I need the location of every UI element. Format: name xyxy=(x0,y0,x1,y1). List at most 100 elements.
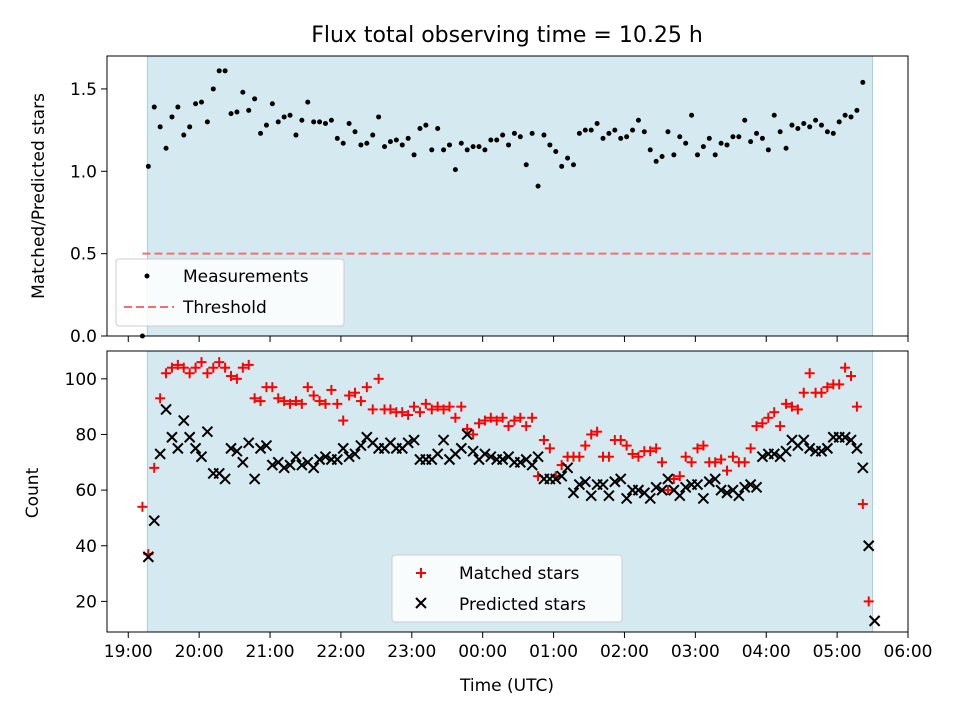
measurement-point xyxy=(494,137,500,143)
measurement-point xyxy=(193,101,199,107)
x-tick-label: 06:00 xyxy=(884,642,933,662)
predicted-star-point xyxy=(674,489,686,502)
predicted-star-point xyxy=(437,434,450,446)
measurement-point xyxy=(759,135,765,141)
predicted-star-point xyxy=(721,487,733,499)
matched-star-point xyxy=(314,396,325,407)
measurement-point xyxy=(813,117,819,123)
matched-star-point xyxy=(344,390,355,401)
measurement-point xyxy=(618,135,624,141)
measurement-point xyxy=(783,145,789,151)
bottom-legend-box xyxy=(391,554,623,623)
matched-star-point xyxy=(397,407,408,418)
legend-label-predicted: Predicted stars xyxy=(459,595,586,615)
predicted-star-point xyxy=(868,615,881,627)
predicted-star-point xyxy=(703,476,716,488)
measurement-point xyxy=(506,142,512,148)
measurement-point xyxy=(210,86,216,92)
matched-star-point xyxy=(804,368,815,379)
matched-star-point xyxy=(645,446,656,457)
matched-star-point xyxy=(361,382,372,393)
y-tick-label: 60 xyxy=(75,481,97,501)
measurement-point xyxy=(382,144,388,150)
predicted-star-point xyxy=(750,481,763,494)
matched-star-point xyxy=(355,396,366,407)
matched-star-point xyxy=(450,412,461,423)
measurement-point xyxy=(482,147,488,153)
predicted-star-point xyxy=(260,439,273,452)
predicted-star-point xyxy=(863,540,875,552)
matched-star-point xyxy=(350,387,361,398)
measurement-point xyxy=(204,119,210,125)
matched-star-point xyxy=(220,362,231,373)
predicted-star-point xyxy=(620,492,633,505)
x-tick-label: 05:00 xyxy=(813,642,862,662)
y-tick-label: 1.5 xyxy=(70,80,97,100)
measurement-point xyxy=(322,121,328,127)
predicted-star-point xyxy=(662,473,674,485)
predicted-star-point xyxy=(296,459,308,471)
matched-star-point xyxy=(846,371,857,382)
measurement-point xyxy=(500,132,506,138)
predicted-star-point xyxy=(219,473,231,485)
measurement-point xyxy=(234,109,240,115)
predicted-star-point xyxy=(313,453,326,466)
y-tick-label: 40 xyxy=(75,537,97,557)
predicted-star-point xyxy=(467,445,479,457)
measurement-point xyxy=(535,183,541,189)
matched-star-point xyxy=(403,409,414,420)
measurement-point xyxy=(724,142,730,148)
predicted-star-point xyxy=(431,448,444,460)
predicted-star-point xyxy=(845,434,857,446)
matched-star-point xyxy=(161,368,172,379)
matched-star-point xyxy=(190,362,201,373)
measurement-point xyxy=(547,142,553,148)
predicted-star-point xyxy=(597,478,609,491)
matched-star-point xyxy=(763,412,774,423)
bottom-legend: Matched stars Predicted stars xyxy=(391,554,623,623)
predicted-star-point xyxy=(248,473,261,485)
matched-star-point xyxy=(574,451,585,462)
matched-star-point xyxy=(385,404,396,415)
predicted-star-point xyxy=(195,451,208,463)
top-y-axis-label: Matched/Predicted stars xyxy=(29,93,49,299)
y-tick-label: 0.5 xyxy=(70,245,97,265)
measurement-point xyxy=(730,134,736,140)
y-tick-label: 0.0 xyxy=(70,327,97,347)
measurement-point xyxy=(163,145,169,151)
measurement-point xyxy=(641,129,647,135)
measurement-point xyxy=(553,149,559,155)
y-tick-label: 1.0 xyxy=(70,162,97,182)
top-legend: Measurements Threshold xyxy=(115,258,345,327)
measurement-point xyxy=(346,121,352,127)
measurement-point xyxy=(582,127,588,133)
measurement-point xyxy=(370,132,376,138)
measurement-point xyxy=(281,114,287,120)
matched-star-point xyxy=(798,387,809,398)
predicted-star-point xyxy=(780,445,792,457)
measurement-point xyxy=(807,124,813,130)
measurement-point xyxy=(340,140,346,146)
measurement-point xyxy=(665,129,671,135)
legend-marker-predicted xyxy=(415,597,427,609)
measurement-point xyxy=(228,111,234,117)
predicted-star-point xyxy=(615,473,627,485)
predicted-star-point xyxy=(266,459,279,471)
measurement-point xyxy=(848,114,854,120)
measurement-point xyxy=(181,132,187,138)
measurement-point xyxy=(606,130,612,136)
measurement-point xyxy=(435,125,441,131)
measurement-point xyxy=(700,144,706,150)
measurement-point xyxy=(600,135,606,141)
predicted-star-point xyxy=(609,476,621,488)
matched-star-point xyxy=(668,473,679,484)
predicted-star-point xyxy=(154,448,166,460)
measurement-point xyxy=(275,119,281,125)
measurement-point xyxy=(358,142,364,148)
matched-star-point xyxy=(249,393,260,404)
bottom-axes-frame xyxy=(106,350,909,633)
matched-star-point xyxy=(226,371,237,382)
matched-star-point xyxy=(474,418,485,429)
matched-star-point xyxy=(662,485,673,496)
matched-star-point xyxy=(479,415,490,426)
